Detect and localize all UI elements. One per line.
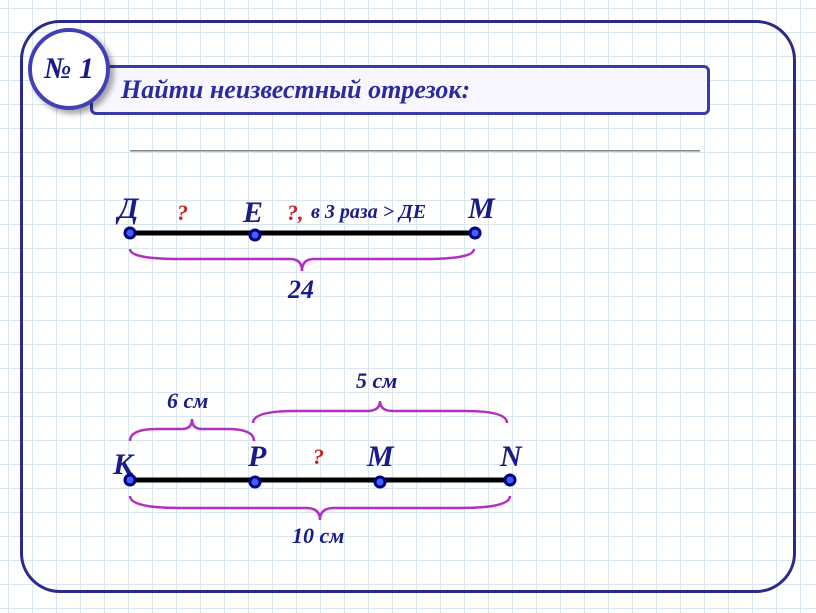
point-label-M2: М [367, 440, 394, 474]
label-KP: 6 см [167, 388, 208, 414]
brace-PN [245, 393, 535, 429]
point-label-N: N [500, 440, 522, 474]
point-label-K: К [113, 448, 133, 482]
label-KN: 10 см [292, 523, 344, 549]
label-PN: 5 см [356, 368, 397, 394]
question-PM: ? [313, 444, 324, 470]
